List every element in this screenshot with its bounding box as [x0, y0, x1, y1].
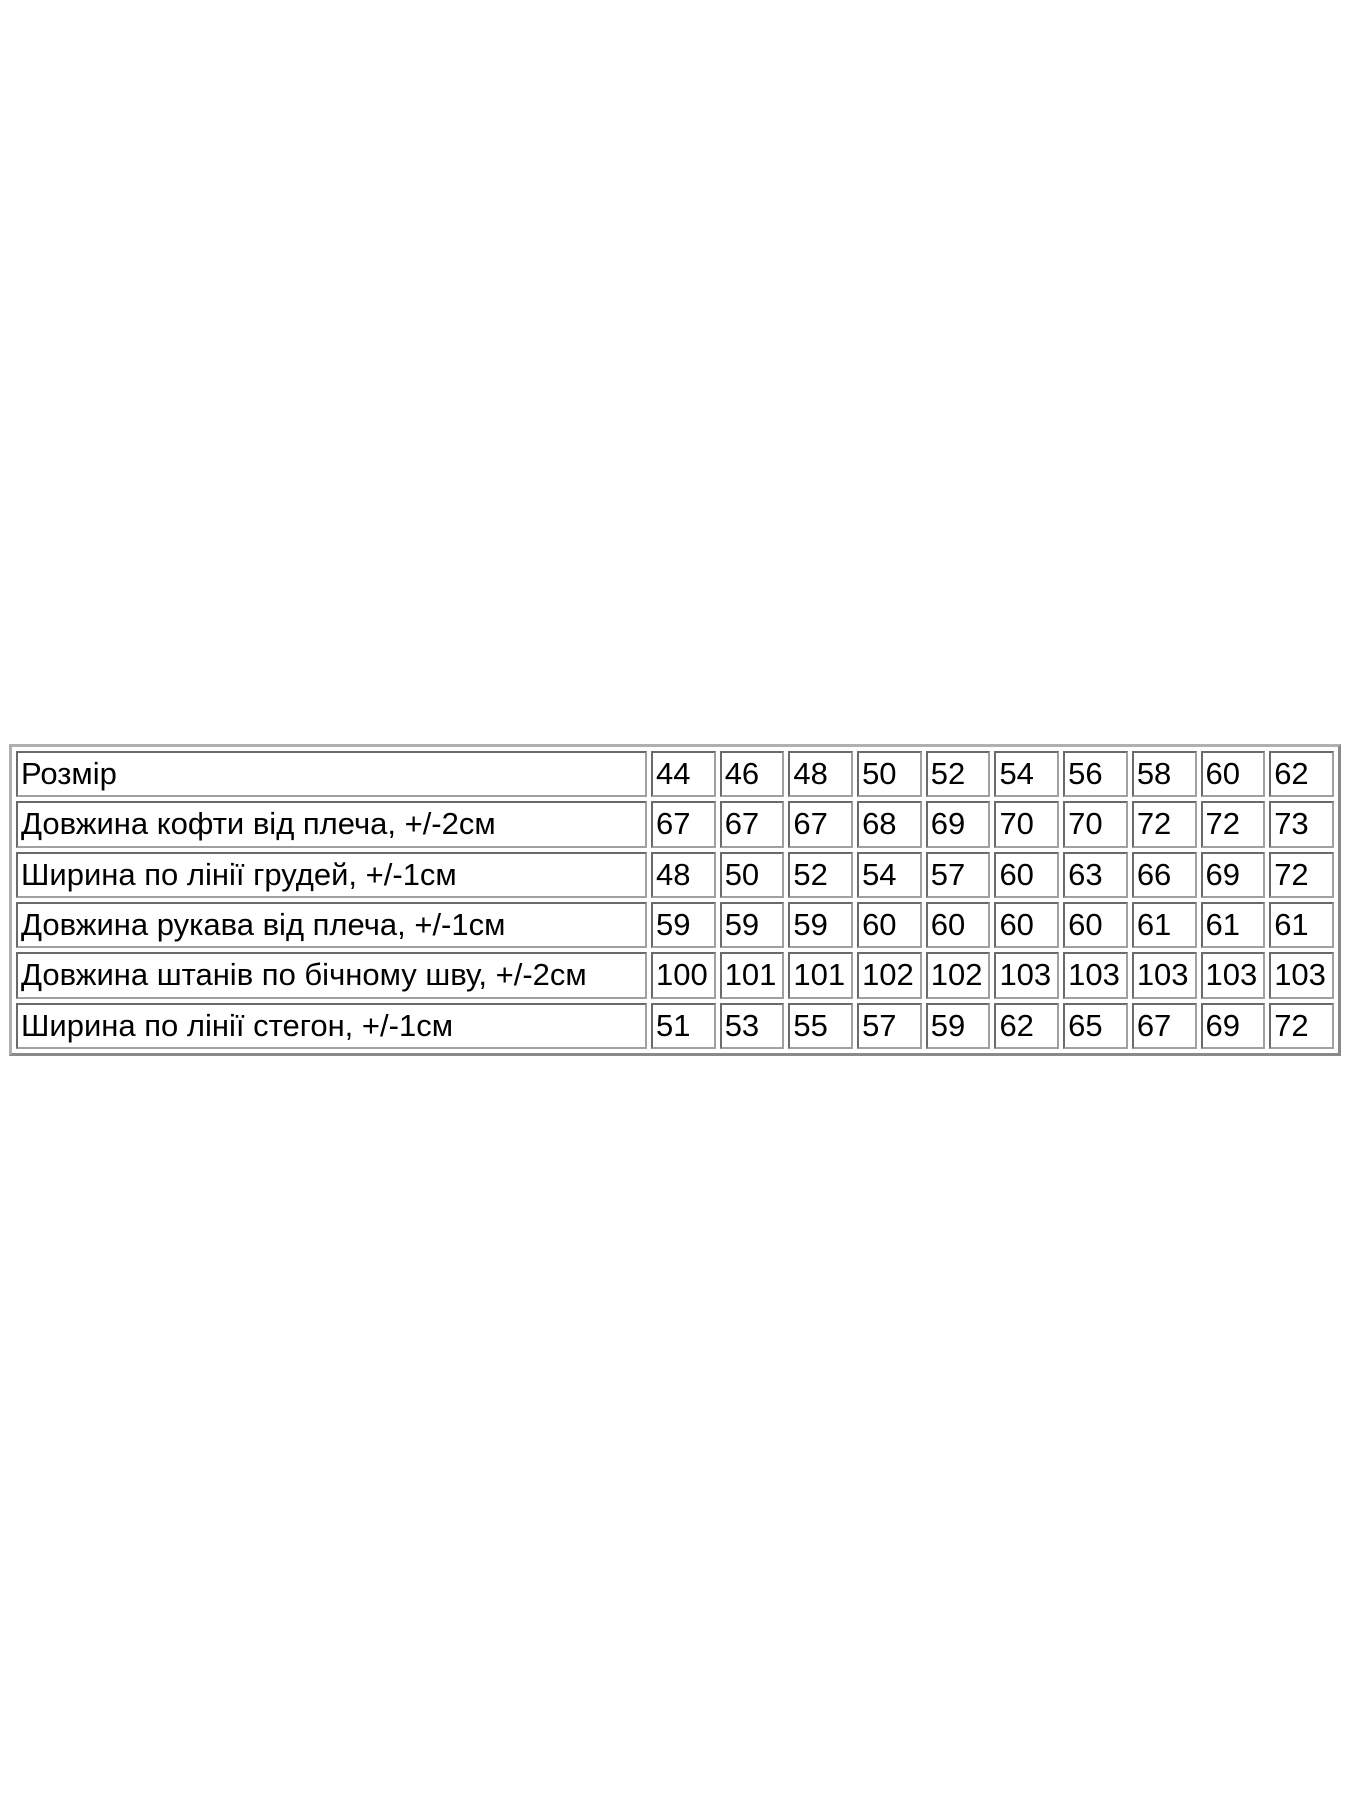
size-chart-table: Розмір 44 46 48 50 52 54 56 58 60 62 Довжина кофти … [9, 744, 1341, 1056]
size-chart-body: Розмір 44 46 48 50 52 54 56 58 60 62 Довжина кофти … [16, 751, 1334, 1049]
measurement-cell: 61 [1200, 901, 1266, 949]
measurement-cell: 61 [1131, 901, 1197, 949]
measurement-cell: 67 [1131, 1002, 1197, 1049]
measurement-cell: 72 [1131, 801, 1197, 848]
measurement-cell: 63 [1063, 851, 1128, 898]
table-row: Довжина штанів по бічному шву, +/-2см 100… [16, 952, 1334, 999]
measurement-cell: 60 [857, 901, 922, 949]
measurement-cell: 57 [925, 851, 991, 898]
measurement-cell: 102 [925, 952, 991, 999]
measurement-cell: 59 [925, 1002, 991, 1049]
measurement-cell: 67 [651, 801, 716, 848]
measurement-cell: 51 [651, 1002, 716, 1049]
measurement-cell: 70 [994, 801, 1060, 848]
measurement-cell: 55 [788, 1002, 854, 1049]
measurement-cell: 59 [651, 901, 716, 949]
row-label: Ширина по лінії грудей, +/-1см [16, 851, 647, 898]
measurement-cell: 103 [994, 952, 1060, 999]
measurement-cell: 103 [1063, 952, 1128, 999]
measurement-cell: 72 [1200, 801, 1266, 848]
measurement-cell: 67 [719, 801, 785, 848]
measurement-cell: 59 [788, 901, 854, 949]
header-row: Розмір 44 46 48 50 52 54 56 58 60 62 [16, 751, 1334, 798]
measurement-cell: 73 [1269, 801, 1334, 848]
measurement-cell: 50 [719, 851, 785, 898]
measurement-cell: 60 [1063, 901, 1128, 949]
size-header-cell: 46 [719, 751, 785, 798]
size-header-cell: 58 [1131, 751, 1197, 798]
measurement-cell: 66 [1131, 851, 1197, 898]
size-header-cell: 50 [857, 751, 922, 798]
measurement-cell: 57 [857, 1002, 922, 1049]
measurement-cell: 101 [719, 952, 785, 999]
size-header-cell: 56 [1063, 751, 1128, 798]
measurement-cell: 53 [719, 1002, 785, 1049]
measurement-cell: 52 [788, 851, 854, 898]
measurement-cell: 61 [1269, 901, 1334, 949]
row-label: Розмір [16, 751, 647, 798]
measurement-cell: 60 [994, 901, 1060, 949]
measurement-cell: 72 [1269, 851, 1334, 898]
measurement-cell: 65 [1063, 1002, 1128, 1049]
measurement-cell: 103 [1269, 952, 1334, 999]
measurement-cell: 72 [1269, 1002, 1334, 1049]
measurement-cell: 48 [651, 851, 716, 898]
measurement-cell: 62 [994, 1002, 1060, 1049]
measurement-cell: 54 [857, 851, 922, 898]
measurement-cell: 67 [788, 801, 854, 848]
table-row: Ширина по лінії грудей, +/-1см 48 50 52 54 57… [16, 851, 1334, 898]
size-header-cell: 48 [788, 751, 854, 798]
row-label: Довжина кофти від плеча, +/-2см [16, 801, 647, 848]
table-row: Довжина рукава від плеча, +/-1см 59 59 59 60… [16, 901, 1334, 949]
measurement-cell: 69 [1200, 1002, 1266, 1049]
measurement-cell: 69 [1200, 851, 1266, 898]
size-header-cell: 44 [651, 751, 716, 798]
size-header-cell: 54 [994, 751, 1060, 798]
size-header-cell: 60 [1200, 751, 1266, 798]
measurement-cell: 101 [788, 952, 854, 999]
size-header-cell: 62 [1269, 751, 1334, 798]
table-row: Ширина по лінії стегон, +/-1см 51 53 55 57 59… [16, 1002, 1334, 1049]
measurement-cell: 102 [857, 952, 922, 999]
measurement-cell: 103 [1200, 952, 1266, 999]
table-row: Довжина кофти від плеча, +/-2см 67 67 67 68 6… [16, 801, 1334, 848]
measurement-cell: 59 [719, 901, 785, 949]
measurement-cell: 69 [925, 801, 991, 848]
measurement-cell: 60 [925, 901, 991, 949]
measurement-cell: 100 [651, 952, 716, 999]
measurement-cell: 103 [1131, 952, 1197, 999]
row-label: Довжина штанів по бічному шву, +/-2см [16, 952, 647, 999]
size-header-cell: 52 [925, 751, 991, 798]
row-label: Ширина по лінії стегон, +/-1см [16, 1002, 647, 1049]
measurement-cell: 70 [1063, 801, 1128, 848]
row-label: Довжина рукава від плеча, +/-1см [16, 901, 647, 949]
measurement-cell: 60 [994, 851, 1060, 898]
measurement-cell: 68 [857, 801, 922, 848]
